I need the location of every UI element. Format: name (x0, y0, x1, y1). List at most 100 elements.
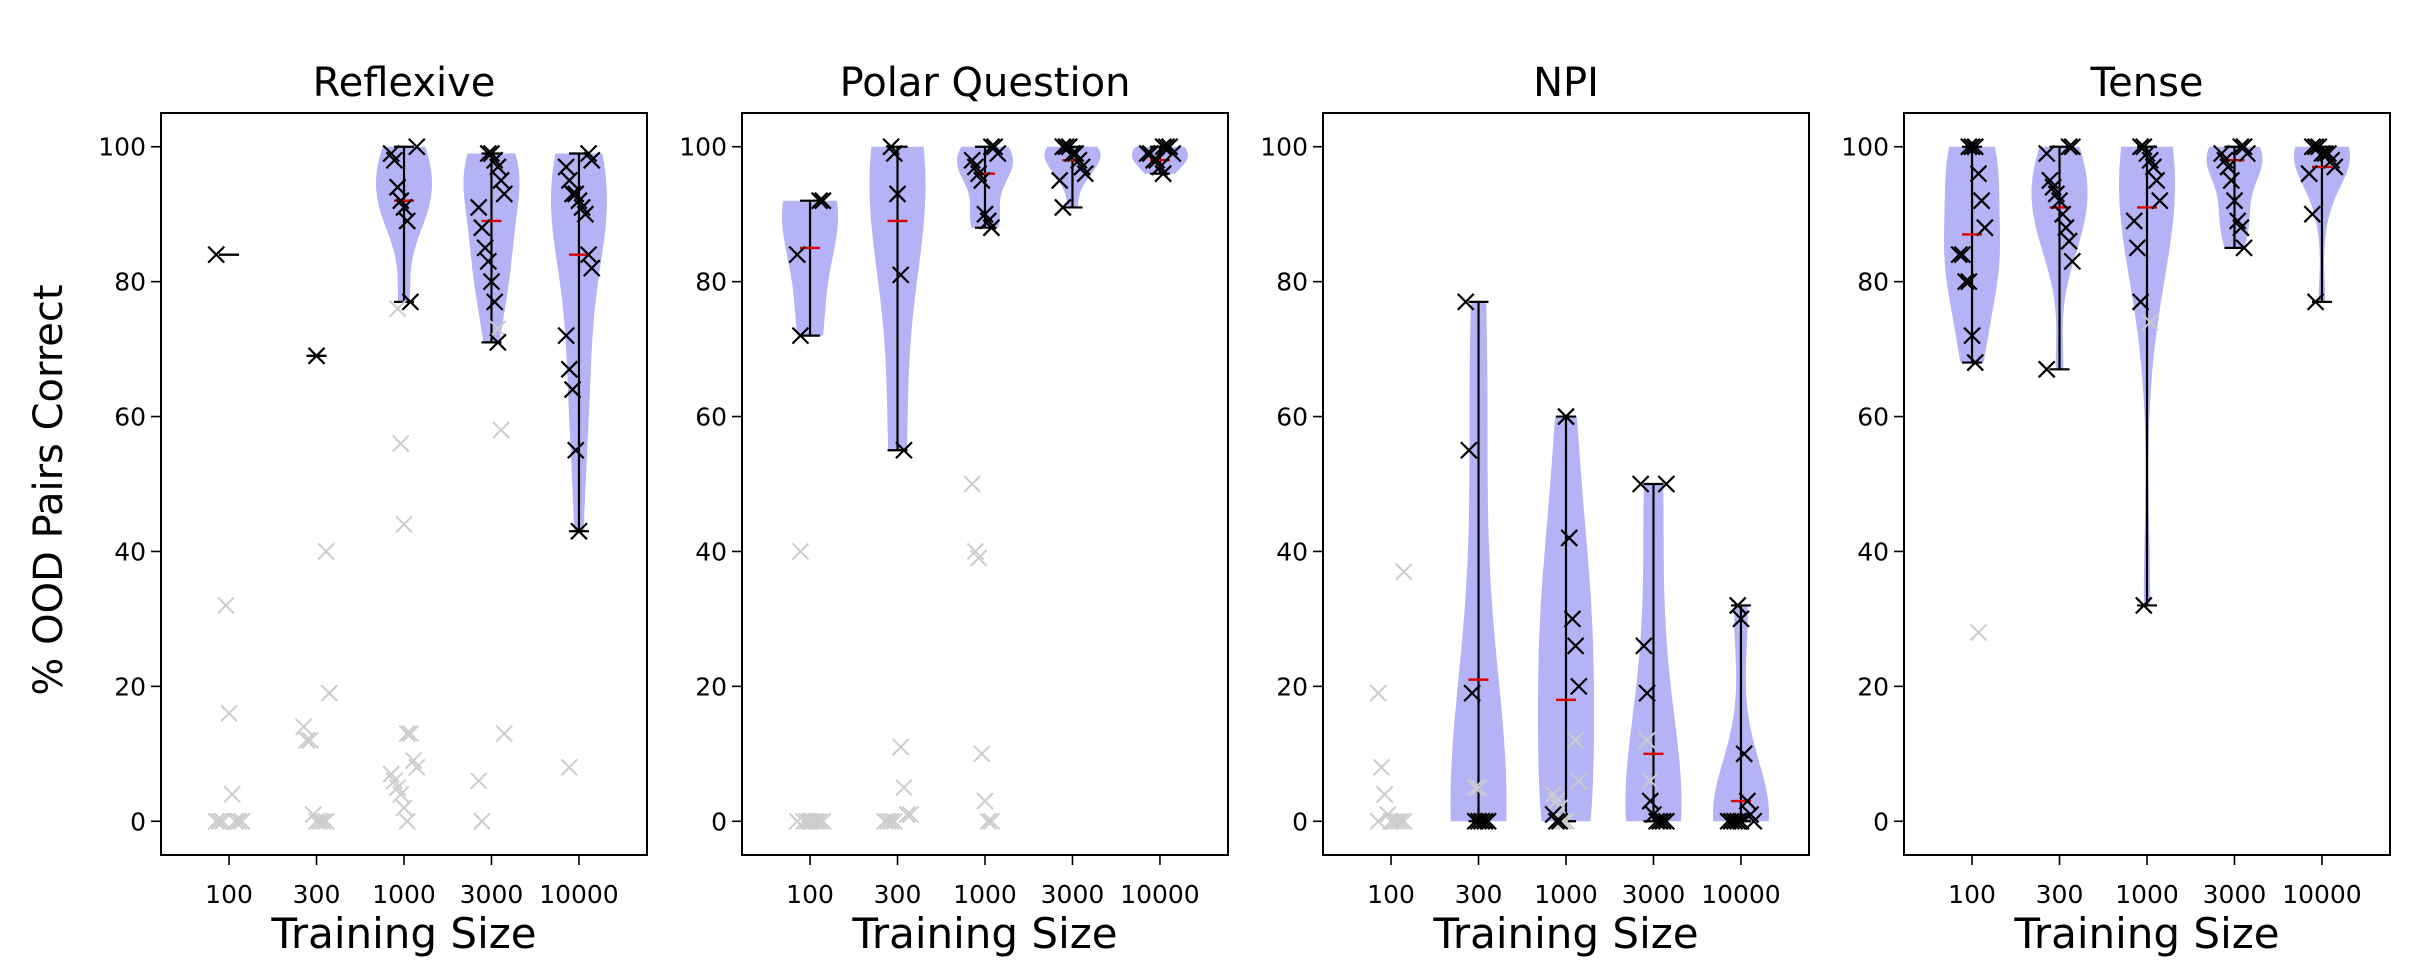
violin-group (782, 191, 838, 830)
success-marker (1463, 684, 1481, 702)
success-marker (385, 151, 404, 169)
y-tick-label: 20 (114, 672, 146, 701)
chart-title: Reflexive (313, 60, 496, 106)
success-marker (1638, 684, 1656, 702)
violin-group (2206, 137, 2263, 257)
success-marker (1744, 812, 1763, 831)
y-tick-label: 40 (1857, 537, 1889, 566)
success-marker (791, 326, 810, 345)
success-marker (469, 198, 488, 217)
success-marker (1479, 812, 1497, 831)
figure-y-axis-label: % OOD Pairs Correct (26, 284, 72, 695)
success-marker (2063, 252, 2082, 271)
success-marker (2037, 144, 2056, 163)
y-tick-label: 40 (695, 537, 727, 566)
x-tick-label: 10000 (2282, 880, 2362, 909)
success-marker (560, 360, 579, 379)
success-marker (1154, 164, 1172, 183)
success-marker (2300, 164, 2318, 183)
y-tick-label: 40 (114, 537, 146, 566)
x-tick-label: 1000 (2115, 880, 2179, 909)
failure-marker (1570, 772, 1588, 790)
failure-marker (388, 299, 407, 318)
failure-marker (963, 475, 981, 493)
chart-panel: Polar Question 0 20 40 60 80 100 100 300 1000 3000… (679, 60, 1229, 958)
violin-group (1450, 293, 1507, 831)
x-tick-label: 3000 (460, 880, 524, 909)
violin-group (1044, 137, 1101, 217)
failure-marker (1395, 812, 1413, 830)
failure-marker (473, 812, 491, 830)
x-axis-label: Training Size (1432, 909, 1698, 958)
success-marker (401, 293, 420, 311)
success-marker (1054, 137, 1072, 156)
success-marker (982, 218, 1001, 237)
success-marker (560, 171, 579, 190)
success-marker (1960, 137, 1978, 156)
success-marker (1651, 812, 1669, 831)
chart-title: Tense (2089, 60, 2203, 106)
success-marker (1472, 812, 1491, 831)
failure-marker (969, 549, 988, 567)
failure-marker (489, 320, 507, 338)
failure-marker (220, 704, 238, 723)
failure-marker (2141, 313, 2159, 331)
failure-marker (885, 812, 904, 830)
success-marker (1725, 812, 1744, 831)
failure-marker (1466, 778, 1485, 797)
success-marker (489, 158, 507, 176)
success-marker (2225, 191, 2244, 210)
success-marker (395, 198, 413, 217)
success-marker (576, 205, 595, 223)
y-tick-label: 80 (1857, 268, 1889, 297)
success-marker (2303, 137, 2322, 156)
success-marker (891, 266, 910, 284)
x-tick-label: 100 (1948, 880, 1996, 909)
failure-marker (1638, 731, 1656, 750)
success-marker (1963, 137, 1981, 156)
success-marker (1960, 272, 1978, 291)
success-marker (1476, 812, 1494, 831)
success-marker (1732, 610, 1750, 628)
failure-marker (1372, 758, 1391, 777)
success-marker (2060, 137, 2078, 156)
y-tick-label: 20 (1276, 672, 1308, 701)
success-marker (885, 144, 904, 163)
x-axis-label: Training Size (270, 909, 536, 958)
success-marker (888, 185, 907, 203)
failure-marker (398, 724, 416, 743)
plot-frame (1322, 112, 1810, 856)
success-marker (1966, 137, 1985, 156)
success-marker (814, 191, 832, 210)
failure-marker (879, 812, 897, 830)
plot-frame (1903, 112, 2391, 856)
failure-marker (495, 724, 513, 743)
success-marker (563, 380, 582, 399)
x-tick-label: 300 (1455, 880, 1503, 909)
failure-marker (1391, 812, 1410, 830)
failure-marker (1369, 812, 1387, 830)
success-marker (1950, 245, 1969, 264)
x-tick-label: 10000 (1120, 880, 1200, 909)
x-tick-label: 3000 (1622, 880, 1686, 909)
y-tick-label: 100 (679, 133, 727, 162)
success-marker (492, 171, 510, 190)
failure-marker (469, 772, 488, 790)
success-marker (398, 212, 416, 230)
failure-marker (1469, 778, 1488, 797)
failure-marker (311, 812, 329, 830)
violin-group (2119, 137, 2175, 615)
success-marker (2147, 171, 2166, 190)
x-tick-label: 1000 (372, 880, 436, 909)
violin-group (1625, 475, 1682, 831)
violin-group (376, 137, 432, 830)
success-marker (1566, 637, 1585, 655)
success-marker (2125, 212, 2143, 230)
success-marker (1963, 326, 1981, 345)
failure-marker (807, 812, 826, 830)
x-tick-label: 10000 (539, 880, 619, 909)
failure-marker (1388, 812, 1407, 830)
success-marker (1550, 812, 1569, 831)
success-marker (1969, 164, 1988, 183)
